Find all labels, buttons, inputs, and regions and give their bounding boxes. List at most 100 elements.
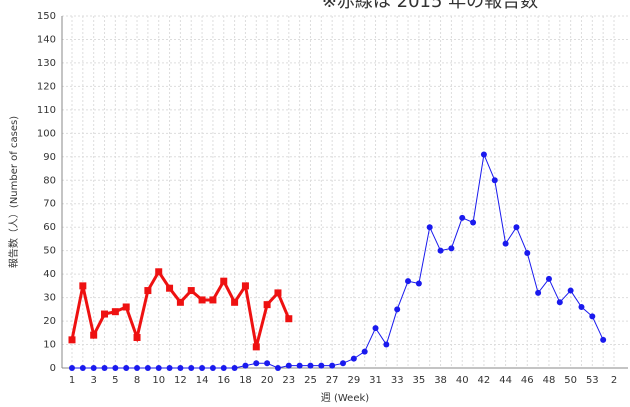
x-tick-label: 12 — [174, 375, 187, 386]
x-tick-label: 16 — [217, 375, 230, 386]
x-tick-label: 48 — [543, 375, 556, 386]
point — [480, 151, 487, 158]
point — [274, 289, 282, 297]
point — [253, 360, 260, 367]
point — [220, 365, 227, 371]
point — [589, 313, 596, 320]
x-tick-label: 23 — [282, 375, 295, 386]
point — [524, 250, 531, 257]
x-tick-label: 27 — [326, 375, 339, 386]
y-tick-label: 40 — [43, 269, 56, 280]
point — [415, 280, 422, 287]
x-tick-label: 31 — [369, 375, 382, 386]
point — [307, 362, 314, 369]
point — [383, 341, 390, 348]
point — [513, 224, 520, 231]
x-tick-label: 38 — [434, 375, 447, 386]
point — [545, 275, 552, 282]
point — [166, 365, 173, 371]
point — [199, 365, 206, 371]
point — [285, 362, 292, 369]
point — [144, 365, 151, 371]
point — [372, 325, 379, 332]
x-tick-label: 10 — [152, 375, 165, 386]
point — [264, 360, 271, 367]
point — [405, 278, 412, 285]
point — [123, 365, 130, 371]
x-tick-label: 40 — [456, 375, 469, 386]
point — [285, 315, 293, 323]
point — [111, 308, 119, 316]
x-tick-label: 18 — [239, 375, 252, 386]
y-tick-label: 0 — [50, 363, 56, 374]
x-tick-label: 2 — [611, 375, 617, 386]
point — [329, 362, 336, 369]
y-tick-label: 10 — [43, 340, 56, 351]
x-axis-label: 週 (Week) — [321, 392, 369, 404]
x-tick-label: 33 — [391, 375, 404, 386]
point — [426, 224, 433, 231]
x-tick-label: 20 — [261, 375, 274, 386]
x-tick-label: 35 — [413, 375, 426, 386]
point — [274, 365, 281, 371]
point — [318, 362, 325, 369]
point — [242, 362, 249, 369]
point — [79, 365, 86, 371]
point — [578, 303, 585, 310]
point — [296, 362, 303, 369]
point — [177, 365, 184, 371]
y-tick-label: 30 — [43, 293, 56, 304]
y-tick-label: 130 — [37, 58, 56, 69]
point — [187, 287, 195, 295]
series-line — [72, 152, 604, 369]
x-tick-label: 50 — [564, 375, 577, 386]
point — [241, 282, 249, 290]
point — [176, 298, 184, 306]
point — [502, 240, 509, 247]
point — [231, 298, 239, 306]
point — [252, 343, 260, 351]
point — [535, 289, 542, 296]
x-tick-label: 44 — [499, 375, 512, 386]
x-tick-label: 3 — [90, 375, 96, 386]
point — [101, 310, 109, 318]
x-tick-label: 29 — [347, 375, 360, 386]
point — [209, 365, 216, 371]
point — [263, 301, 271, 309]
point — [394, 306, 401, 313]
point — [448, 245, 455, 252]
point — [133, 333, 141, 341]
point — [90, 331, 98, 339]
point — [231, 365, 238, 371]
point — [101, 365, 108, 371]
y-axis-label: 報告数（人）(Number of cases) — [7, 116, 20, 268]
y-tick-label: 50 — [43, 246, 56, 257]
x-tick-label: 14 — [196, 375, 209, 386]
y-tick-label: 120 — [37, 81, 56, 92]
point — [350, 355, 357, 362]
point — [134, 365, 141, 371]
point — [470, 219, 477, 226]
point — [112, 365, 119, 371]
annotation: ※赤線は 2015 年の報告数 — [322, 0, 538, 12]
point — [600, 336, 607, 343]
point — [491, 177, 498, 184]
y-tick-label: 150 — [37, 11, 56, 22]
x-tick-label: 42 — [478, 375, 491, 386]
y-tick-label: 110 — [37, 105, 56, 116]
point — [79, 282, 87, 290]
point — [556, 299, 563, 306]
point — [220, 277, 228, 285]
y-tick-label: 100 — [37, 128, 56, 139]
point — [361, 348, 368, 355]
x-tick-label: 1 — [69, 375, 75, 386]
point — [166, 284, 174, 292]
point — [155, 268, 163, 276]
point — [198, 296, 206, 304]
point — [68, 336, 76, 344]
point — [90, 365, 97, 371]
y-tick-label: 140 — [37, 34, 56, 45]
x-tick-label: 46 — [521, 375, 534, 386]
point — [340, 360, 346, 367]
